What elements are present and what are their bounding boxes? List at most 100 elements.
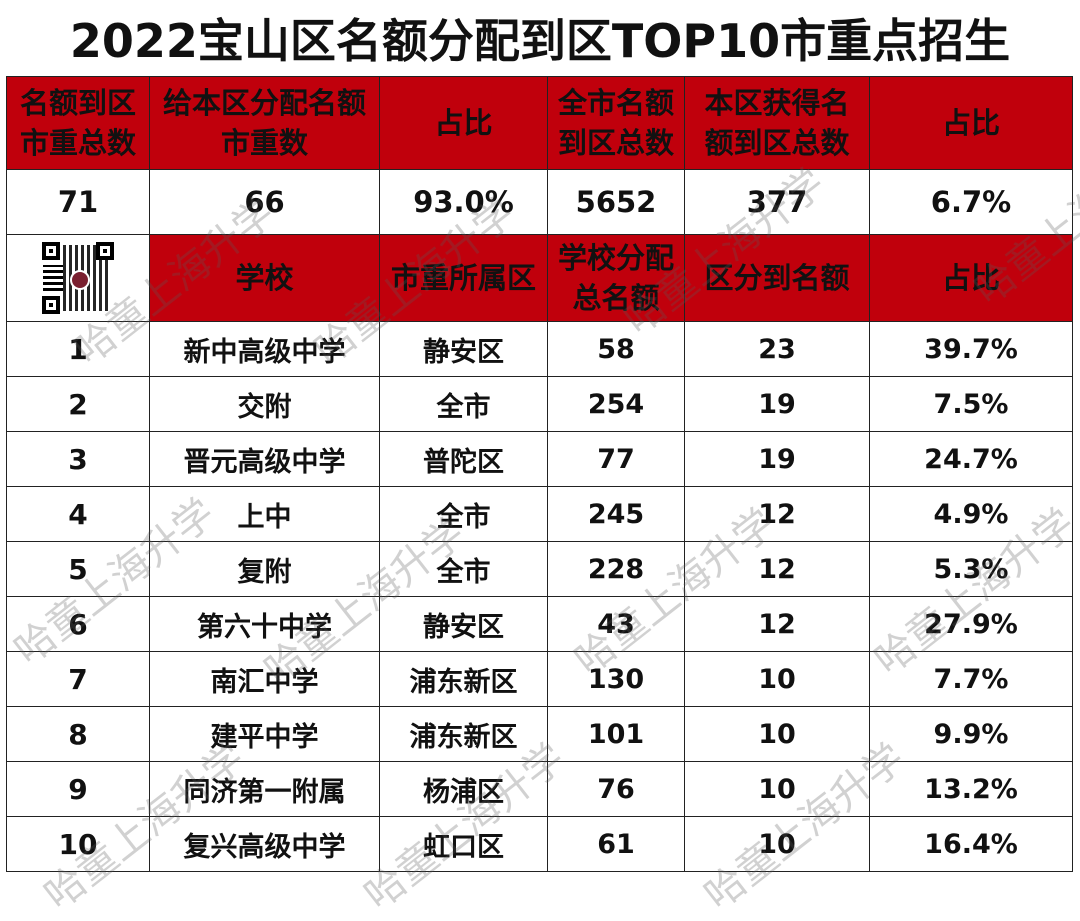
- cell-rank: 2: [6, 376, 150, 432]
- quota-table: 名额到区 市重总数 给本区分配名额 市重数 占比 全市名额 到区总数 本区获得名 额到区总数 占比…: [6, 76, 1073, 872]
- header-cell: 本区获得名额到区总数: [684, 76, 870, 170]
- header-text: 给本区分配名额: [162, 86, 366, 120]
- cell-district: 浦东新区: [379, 706, 548, 762]
- cell-rank: 6: [6, 596, 150, 652]
- cell-quota: 10: [684, 651, 870, 707]
- cell-school: 第六十中学: [149, 596, 380, 652]
- header-cell: 市重所属区: [379, 234, 548, 322]
- header-cell: 名额到区 市重总数: [6, 76, 150, 170]
- cell-district: 全市: [379, 376, 548, 432]
- cell-school: 复兴高级中学: [149, 816, 380, 872]
- cell-ratio: 7.5%: [869, 376, 1073, 432]
- header-cell: 占比: [869, 234, 1073, 322]
- header-text: 市重数: [220, 126, 308, 160]
- table-row: 4 上中 全市 245 12 4.9%: [6, 486, 1073, 542]
- cell-school: 上中: [149, 486, 380, 542]
- summary-value: 71: [6, 169, 150, 235]
- cell-total: 228: [547, 541, 685, 597]
- cell-total: 61: [547, 816, 685, 872]
- cell-total: 101: [547, 706, 685, 762]
- table-row: 2 交附 全市 254 19 7.5%: [6, 376, 1073, 432]
- header-text: 市重所属区: [390, 261, 536, 295]
- summary-row: 71 66 93.0% 5652 377 6.7%: [6, 169, 1073, 235]
- table-row: 8 建平中学 浦东新区 101 10 9.9%: [6, 706, 1073, 762]
- cell-total: 77: [547, 431, 685, 487]
- summary-value: 5652: [547, 169, 685, 235]
- cell-quota: 19: [684, 431, 870, 487]
- cell-rank: 7: [6, 651, 150, 707]
- cell-rank: 1: [6, 321, 150, 377]
- header-cell: 占比: [869, 76, 1073, 170]
- table-row: 7 南汇中学 浦东新区 130 10 7.7%: [6, 651, 1073, 707]
- cell-rank: 5: [6, 541, 150, 597]
- cell-rank: 4: [6, 486, 150, 542]
- header-cell: 学校: [149, 234, 380, 322]
- header-cell: 给本区分配名额 市重数: [149, 76, 380, 170]
- cell-ratio: 27.9%: [869, 596, 1073, 652]
- header-text: 额到区总数: [704, 126, 850, 160]
- summary-value: 6.7%: [869, 169, 1073, 235]
- cell-total: 43: [547, 596, 685, 652]
- cell-district: 静安区: [379, 321, 548, 377]
- cell-total: 130: [547, 651, 685, 707]
- header-cell: 学校分配 总名额: [547, 234, 685, 322]
- table-row: 10 复兴高级中学 虹口区 61 10 16.4%: [6, 816, 1073, 872]
- cell-quota: 19: [684, 376, 870, 432]
- cell-ratio: 7.7%: [869, 651, 1073, 707]
- header-text: 学校分配: [557, 241, 674, 275]
- cell-ratio: 24.7%: [869, 431, 1073, 487]
- table-row: 5 复附 全市 228 12 5.3%: [6, 541, 1073, 597]
- cell-school: 交附: [149, 376, 380, 432]
- cell-district: 杨浦区: [379, 761, 548, 817]
- summary-value: 377: [684, 169, 870, 235]
- cell-quota: 10: [684, 761, 870, 817]
- table-header-row: 学校 市重所属区 学校分配总名额 区分到名额 占比: [6, 234, 1073, 322]
- cell-school: 新中高级中学: [149, 321, 380, 377]
- header-text: 本区获得名: [704, 86, 850, 120]
- summary-value: 93.0%: [379, 169, 548, 235]
- cell-rank: 10: [6, 816, 150, 872]
- cell-total: 76: [547, 761, 685, 817]
- cell-district: 普陀区: [379, 431, 548, 487]
- cell-ratio: 9.9%: [869, 706, 1073, 762]
- table-row: 1 新中高级中学 静安区 58 23 39.7%: [6, 321, 1073, 377]
- cell-rank: 8: [6, 706, 150, 762]
- cell-quota: 12: [684, 541, 870, 597]
- header-text: 学校: [235, 261, 294, 295]
- cell-ratio: 39.7%: [869, 321, 1073, 377]
- cell-rank: 3: [6, 431, 150, 487]
- cell-ratio: 4.9%: [869, 486, 1073, 542]
- header-cell: [6, 234, 150, 322]
- cell-school: 建平中学: [149, 706, 380, 762]
- table-row: 9 同济第一附属 杨浦区 76 10 13.2%: [6, 761, 1073, 817]
- cell-quota: 12: [684, 486, 870, 542]
- header-cell: 区分到名额: [684, 234, 870, 322]
- cell-ratio: 13.2%: [869, 761, 1073, 817]
- cell-ratio: 16.4%: [869, 816, 1073, 872]
- header-text: 占比: [434, 106, 493, 140]
- cell-district: 虹口区: [379, 816, 548, 872]
- header-cell: 全市名额 到区总数: [547, 76, 685, 170]
- cell-quota: 10: [684, 816, 870, 872]
- cell-school: 南汇中学: [149, 651, 380, 707]
- cell-ratio: 5.3%: [869, 541, 1073, 597]
- cell-total: 245: [547, 486, 685, 542]
- summary-header-row: 名额到区 市重总数 给本区分配名额 市重数 占比 全市名额 到区总数 本区获得名额到区总数 占比: [6, 76, 1073, 170]
- cell-school: 复附: [149, 541, 380, 597]
- header-text: 名额到区: [19, 86, 136, 120]
- cell-district: 全市: [379, 486, 548, 542]
- header-text: 占比: [941, 106, 1000, 140]
- cell-district: 浦东新区: [379, 651, 548, 707]
- cell-school: 晋元高级中学: [149, 431, 380, 487]
- table-row: 3 晋元高级中学 普陀区 77 19 24.7%: [6, 431, 1073, 487]
- header-text: 总名额: [572, 281, 660, 315]
- cell-total: 58: [547, 321, 685, 377]
- table-row: 6 第六十中学 静安区 43 12 27.9%: [6, 596, 1073, 652]
- summary-value: 66: [149, 169, 380, 235]
- cell-district: 静安区: [379, 596, 548, 652]
- cell-quota: 23: [684, 321, 870, 377]
- cell-quota: 12: [684, 596, 870, 652]
- cell-quota: 10: [684, 706, 870, 762]
- cell-rank: 9: [6, 761, 150, 817]
- header-text: 占比: [941, 261, 1000, 295]
